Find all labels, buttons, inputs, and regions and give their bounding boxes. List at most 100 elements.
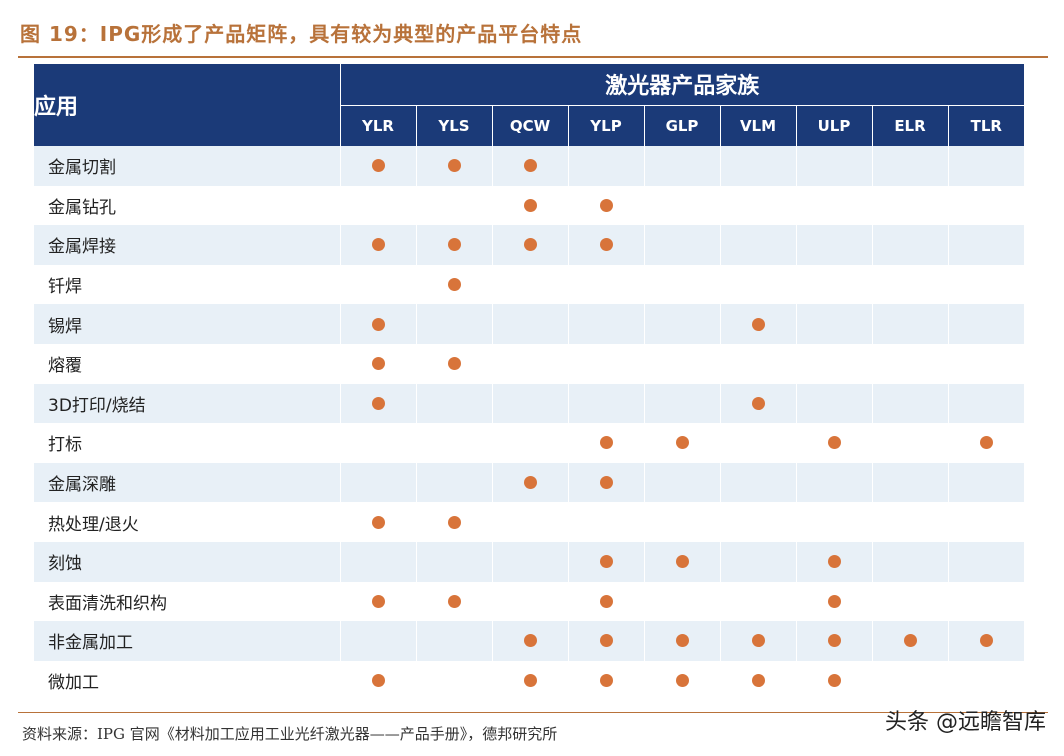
applicable-dot-icon xyxy=(371,317,385,331)
matrix-cell xyxy=(643,621,720,661)
matrix-cell xyxy=(871,146,948,186)
applicable-dot-icon xyxy=(371,674,385,688)
matrix-body: 金属切割 金属钻孔 金属焊接 钎焊 锡焊 熔覆 3D打印/烧结 打标 金属深雕 热处理/退火 刻蚀表… xyxy=(34,146,1025,701)
matrix-cell xyxy=(947,581,1025,622)
matrix-cell xyxy=(643,423,720,463)
applicable-dot-icon xyxy=(447,594,461,608)
column-header-qcw: QCW xyxy=(491,104,568,146)
applicable-dot-icon xyxy=(751,674,765,688)
application-label: 表面清洗和织构 xyxy=(34,581,340,622)
matrix-cell xyxy=(339,383,416,424)
footer-divider xyxy=(18,712,1048,713)
matrix-cell xyxy=(719,541,796,582)
application-label: 3D打印/烧结 xyxy=(34,383,340,424)
matrix-cell xyxy=(947,185,1025,226)
matrix-cell xyxy=(947,146,1025,186)
matrix-cell xyxy=(415,146,492,186)
matrix-cell xyxy=(339,343,416,384)
matrix-cell xyxy=(795,225,872,265)
matrix-cell xyxy=(795,462,872,503)
matrix-cell xyxy=(795,146,872,186)
matrix-cell xyxy=(491,541,568,582)
applicable-dot-icon xyxy=(371,396,385,410)
application-label: 金属切割 xyxy=(34,146,340,186)
applicable-dot-icon xyxy=(827,594,841,608)
applicable-dot-icon xyxy=(827,674,841,688)
applicable-dot-icon xyxy=(751,317,765,331)
column-header-tlr: TLR xyxy=(947,104,1025,146)
matrix-cell xyxy=(491,423,568,463)
matrix-cell xyxy=(947,423,1025,463)
table-row: 金属切割 xyxy=(34,146,1025,186)
application-label: 打标 xyxy=(34,423,340,463)
matrix-cell xyxy=(719,225,796,265)
application-label: 刻蚀 xyxy=(34,541,340,582)
matrix-cell xyxy=(567,541,644,582)
matrix-cell xyxy=(643,225,720,265)
matrix-cell xyxy=(643,343,720,384)
table-row: 金属焊接 xyxy=(34,225,1025,265)
matrix-cell xyxy=(415,502,492,542)
matrix-cell xyxy=(567,343,644,384)
applicable-dot-icon xyxy=(599,476,613,490)
applicable-dot-icon xyxy=(751,396,765,410)
matrix-cell xyxy=(339,581,416,622)
matrix-cell xyxy=(491,581,568,622)
product-column-headers: YLR YLS QCW YLP GLP VLM ULP ELR TLR xyxy=(34,104,1025,146)
matrix-cell xyxy=(491,185,568,226)
matrix-cell xyxy=(491,343,568,384)
matrix-cell xyxy=(491,304,568,344)
matrix-cell xyxy=(795,185,872,226)
matrix-cell xyxy=(719,423,796,463)
matrix-cell xyxy=(871,185,948,226)
matrix-cell xyxy=(947,502,1025,542)
matrix-cell xyxy=(491,264,568,305)
table-row: 刻蚀 xyxy=(34,541,1025,582)
title-divider xyxy=(18,56,1048,58)
matrix-cell xyxy=(415,185,492,226)
matrix-cell xyxy=(719,304,796,344)
matrix-cell xyxy=(719,660,796,701)
figure-title: 图 19：IPG形成了产品矩阵，具有较为典型的产品平台特点 xyxy=(20,22,583,46)
applicable-dot-icon xyxy=(523,198,537,212)
matrix-cell xyxy=(947,462,1025,503)
matrix-cell xyxy=(491,462,568,503)
applicable-dot-icon xyxy=(827,634,841,648)
matrix-cell xyxy=(491,621,568,661)
matrix-cell xyxy=(339,304,416,344)
matrix-cell xyxy=(947,225,1025,265)
applicable-dot-icon xyxy=(447,159,461,173)
matrix-cell xyxy=(719,383,796,424)
matrix-cell xyxy=(947,660,1025,701)
application-header: 应用 xyxy=(34,64,340,146)
application-label: 熔覆 xyxy=(34,343,340,384)
matrix-cell xyxy=(339,621,416,661)
application-label: 金属钻孔 xyxy=(34,185,340,226)
matrix-cell xyxy=(871,502,948,542)
matrix-cell xyxy=(567,660,644,701)
matrix-cell xyxy=(339,185,416,226)
column-header-ylr: YLR xyxy=(339,104,416,146)
applicable-dot-icon xyxy=(523,674,537,688)
applicable-dot-icon xyxy=(371,515,385,529)
column-header-ulp: ULP xyxy=(795,104,872,146)
matrix-cell xyxy=(415,541,492,582)
matrix-cell xyxy=(947,304,1025,344)
matrix-cell xyxy=(795,581,872,622)
applicable-dot-icon xyxy=(523,159,537,173)
table-row: 熔覆 xyxy=(34,343,1025,384)
applicable-dot-icon xyxy=(447,238,461,252)
applicable-dot-icon xyxy=(675,674,689,688)
matrix-cell xyxy=(415,660,492,701)
column-header-glp: GLP xyxy=(643,104,720,146)
application-label: 热处理/退火 xyxy=(34,502,340,542)
applicable-dot-icon xyxy=(523,238,537,252)
table-row: 3D打印/烧结 xyxy=(34,383,1025,424)
applicable-dot-icon xyxy=(371,594,385,608)
matrix-cell xyxy=(795,264,872,305)
applicable-dot-icon xyxy=(675,555,689,569)
matrix-cell xyxy=(491,146,568,186)
matrix-cell xyxy=(871,225,948,265)
matrix-cell xyxy=(415,383,492,424)
matrix-cell xyxy=(947,264,1025,305)
